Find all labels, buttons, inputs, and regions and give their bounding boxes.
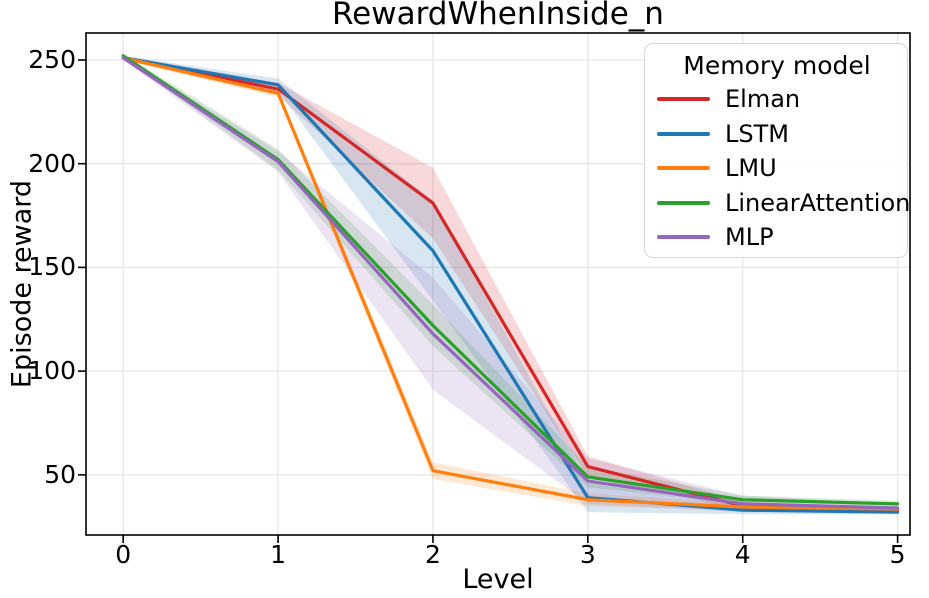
legend-swatch-lstm xyxy=(657,131,710,136)
legend-item-elman: Elman xyxy=(657,82,897,117)
legend-label: LinearAttention xyxy=(725,188,911,217)
band-mlp xyxy=(123,55,898,513)
legend-item-lstm: LSTM xyxy=(657,117,897,152)
x-tick-label: 0 xyxy=(115,540,132,569)
legend-swatch-mlp xyxy=(657,235,710,240)
legend-item-mlp: MLP xyxy=(657,220,897,255)
x-tick-label: 3 xyxy=(579,540,596,569)
line-mlp xyxy=(121,56,900,510)
y-tick-label: 250 xyxy=(28,44,76,74)
y-tick-label: 200 xyxy=(28,148,76,178)
legend-items: Elman LSTM LMU LinearAttention MLP xyxy=(657,82,910,255)
legend-label: LSTM xyxy=(725,119,789,148)
legend-swatch-elman xyxy=(657,97,710,102)
band-linearattention xyxy=(123,53,898,507)
legend-label: MLP xyxy=(725,223,774,252)
legend-label: LMU xyxy=(725,154,777,183)
y-tick-label: 100 xyxy=(28,356,76,386)
y-tick-label: 150 xyxy=(28,252,76,282)
x-tick-label: 1 xyxy=(270,540,286,569)
x-tick-label: 4 xyxy=(734,540,751,569)
legend: Memory model Elman LSTM LMU LinearAttention… xyxy=(644,43,910,258)
x-tick-label: 5 xyxy=(889,540,906,569)
legend-item-linearattention: LinearAttention xyxy=(657,186,910,221)
line-lmu xyxy=(121,56,900,511)
y-tick-label: 50 xyxy=(44,459,76,489)
line-linearattention xyxy=(121,54,900,506)
x-tick-label: 2 xyxy=(424,540,441,569)
chart-title: RewardWhenInside_n xyxy=(332,0,664,32)
legend-title: Memory model xyxy=(683,51,871,80)
x-axis-label: Level xyxy=(462,564,534,595)
legend-item-lmu: LMU xyxy=(657,151,897,186)
line-lstm xyxy=(121,56,900,514)
plot-border xyxy=(85,32,911,536)
legend-swatch-lmu xyxy=(657,166,710,171)
legend-swatch-linearattention xyxy=(657,200,710,205)
legend-label: Elman xyxy=(725,85,801,114)
